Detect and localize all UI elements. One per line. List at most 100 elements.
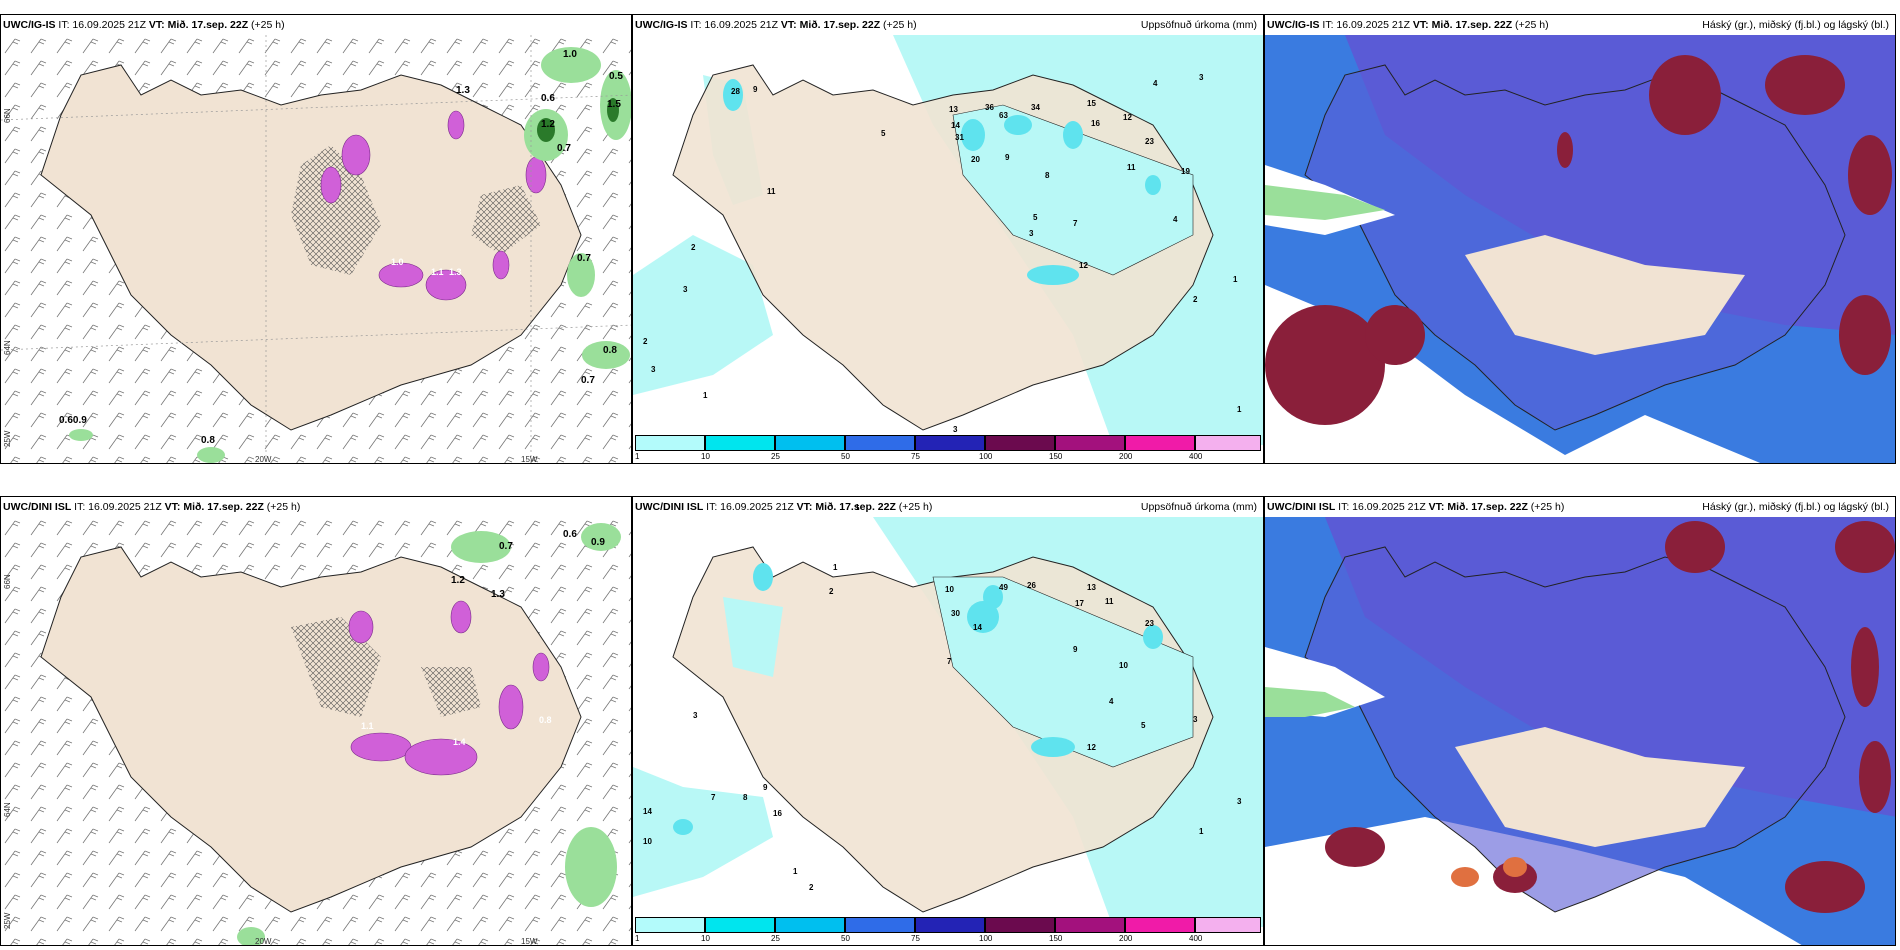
hatched-area	[291, 145, 381, 275]
precip-value: 9	[763, 783, 768, 792]
colorbar-tick: 200	[1119, 452, 1133, 461]
precip-value: 10	[1119, 661, 1128, 670]
precip-value: 1	[833, 563, 838, 572]
wind-label: 0.5	[609, 71, 623, 82]
precip-value: 3	[1237, 797, 1242, 806]
colorbar-swatch	[1055, 917, 1125, 933]
precip-light	[633, 767, 773, 897]
precip-value: 28	[731, 87, 740, 96]
precip-value: 3	[1199, 73, 1204, 82]
precip-value: 2	[809, 883, 814, 892]
panel-header: UWC/IG-IS IT: 16.09.2025 21Z VT: Mið. 17…	[1267, 19, 1549, 31]
panel-header: UWC/IG-IS IT: 16.09.2025 21Z VT: Mið. 17…	[3, 19, 285, 31]
wind-label: 0.60.9	[59, 415, 87, 426]
precip-map	[633, 517, 1263, 927]
lat-label: 66N	[3, 108, 12, 123]
colorbar-tick: 100	[979, 452, 993, 461]
panel-field-title: Uppsöfnuð úrkoma (mm)	[1140, 501, 1257, 513]
precip-light	[633, 235, 773, 395]
panel-field-title: Háský (gr.), miðský (fj.bl.) og lágský (…	[1702, 501, 1889, 513]
colorbar-swatch	[985, 435, 1055, 451]
precip-value: 7	[1073, 219, 1078, 228]
precip-value: 5	[1141, 721, 1146, 730]
precip-value: 7	[711, 793, 716, 802]
wind-label: 1.0	[563, 49, 577, 60]
colorbar-swatch	[915, 917, 985, 933]
precip-value: 2	[643, 337, 648, 346]
precip-value: 14	[643, 807, 652, 816]
colorbar-tick: 150	[1049, 934, 1063, 943]
wind-label: 0.6	[541, 93, 555, 104]
colorbar-tick: 50	[841, 452, 850, 461]
lon-label: 15W	[521, 937, 538, 946]
colorbar-tick: 400	[1189, 934, 1203, 943]
green-field	[237, 523, 621, 945]
panel-field-title: Háský (gr.), miðský (fj.bl.) og lágský (…	[1702, 19, 1889, 31]
colorbar-swatch	[1195, 435, 1261, 451]
panel-dini-precip: UWC/DINI ISL IT: 16.09.2025 21Z VT: Mið.…	[632, 496, 1264, 946]
precip-value: 20	[971, 155, 980, 164]
colorbar-tick: 10	[701, 452, 710, 461]
precip-north	[932, 576, 1194, 768]
panel-header: UWC/DINI ISL IT: 16.09.2025 21Z VT: Mið.…	[3, 501, 301, 513]
panel-header: UWC/DINI ISL IT: 16.09.2025 21Z VT: Mið.…	[635, 501, 933, 513]
precip-value: 8	[743, 793, 748, 802]
precip-value: 17	[1075, 599, 1084, 608]
colorbar-tick: 25	[771, 452, 780, 461]
precip-value: 26	[1027, 581, 1036, 590]
precip-value: 4	[1153, 79, 1158, 88]
precip-value: 12	[1079, 261, 1088, 270]
precip-value: 12	[1087, 743, 1096, 752]
iceland-land	[1304, 546, 1846, 913]
lon-label: 25W	[3, 912, 12, 929]
precip-value: 12	[1123, 113, 1132, 122]
precip-value: 1	[793, 867, 798, 876]
wind-label: 1.3	[456, 85, 470, 96]
precip-value: 14	[951, 121, 960, 130]
colorbar-swatch	[1125, 917, 1195, 933]
panel-header: UWC/DINI ISL IT: 16.09.2025 21Z VT: Mið.…	[1267, 501, 1565, 513]
lon-label: 15W	[521, 455, 538, 464]
cloud-map	[1265, 517, 1895, 945]
precip-value: 9	[1073, 645, 1078, 654]
green-cloud	[1265, 687, 1355, 717]
colorbar-swatch	[635, 917, 705, 933]
hatched-area	[421, 667, 481, 717]
iceland-land	[40, 546, 582, 913]
precip-value: 11	[1105, 597, 1114, 606]
colorbar-tick: 10	[701, 934, 710, 943]
wind-map	[1, 517, 631, 945]
wind-label: 0.9	[591, 537, 605, 548]
precip-value: 13	[949, 105, 958, 114]
colorbar-swatch	[985, 917, 1055, 933]
precip-mid	[723, 79, 1161, 285]
precip-value: 13	[1087, 583, 1096, 592]
precip-light	[723, 597, 783, 677]
clear-land	[1465, 235, 1745, 355]
wind-label: 0.8	[539, 715, 552, 725]
wind-label: 0.7	[577, 253, 591, 264]
colorbar-tick: 50	[841, 934, 850, 943]
wind-label: 1.3	[491, 589, 505, 600]
precip-value: 1	[1199, 827, 1204, 836]
colorbar-swatch	[845, 435, 915, 451]
precip-value: 63	[999, 111, 1008, 120]
green-cloud	[1265, 185, 1385, 220]
precip-north	[952, 104, 1194, 276]
precip-value: 31	[955, 133, 964, 142]
panel-igis-wind: UWC/IG-IS IT: 16.09.2025 21Z VT: Mið. 17…	[0, 14, 632, 464]
colorbar-swatch	[1195, 917, 1261, 933]
colorbar-swatch	[705, 917, 775, 933]
precip-value: 19	[1181, 167, 1190, 176]
wind-label: 1.1	[431, 267, 444, 277]
colorbar-swatch	[705, 435, 775, 451]
precip-value: 2	[1193, 295, 1198, 304]
panel-igis-clouds: UWC/IG-IS IT: 16.09.2025 21Z VT: Mið. 17…	[1264, 14, 1896, 464]
precip-value: 36	[985, 103, 994, 112]
colorbar-swatch	[915, 435, 985, 451]
precip-value: 4	[1173, 215, 1178, 224]
precip-value: 1	[1233, 275, 1238, 284]
precip-value: 16	[773, 809, 782, 818]
wind-label: 1.2	[451, 575, 465, 586]
precip-value: 3	[693, 711, 698, 720]
